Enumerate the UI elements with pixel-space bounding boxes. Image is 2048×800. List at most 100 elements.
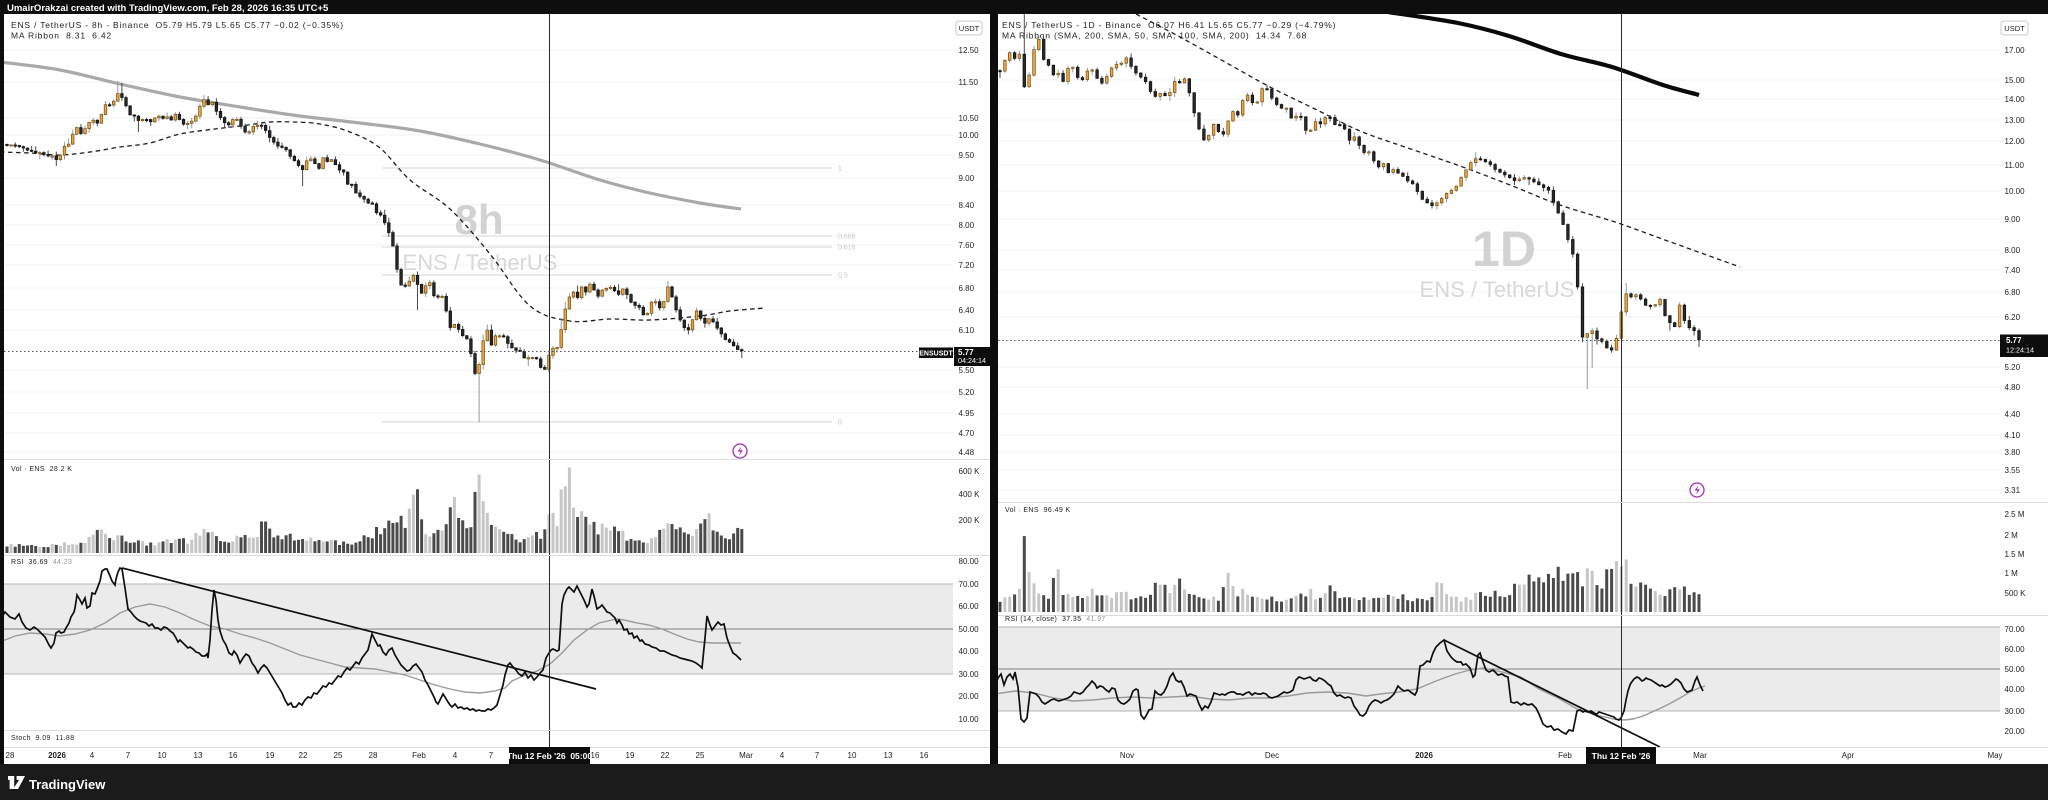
svg-text:7: 7 [126,751,131,760]
svg-text:11.00: 11.00 [2005,161,2025,170]
svg-text:4.80: 4.80 [2005,383,2021,392]
svg-text:25: 25 [696,751,705,760]
svg-text:Dec: Dec [1265,751,1279,760]
svg-text:13.00: 13.00 [2005,116,2026,125]
svg-text:6.40: 6.40 [959,306,975,315]
svg-text:20.00: 20.00 [2005,727,2026,736]
svg-text:8.00: 8.00 [959,221,975,230]
svg-text:4.10: 4.10 [2005,431,2021,440]
svg-text:Stoch 9.09 11.88: Stoch 9.09 11.88 [11,735,75,742]
svg-text:0.618: 0.618 [838,245,856,252]
svg-text:2026: 2026 [1415,751,1433,760]
svg-text:10: 10 [158,751,167,760]
svg-text:17.00: 17.00 [2005,46,2026,55]
svg-text:1 M: 1 M [2005,569,2019,578]
svg-text:4.95: 4.95 [959,409,975,418]
svg-text:8.00: 8.00 [2005,246,2021,255]
svg-text:40.00: 40.00 [959,647,980,656]
svg-text:600 K: 600 K [959,467,981,476]
svg-text:16: 16 [920,751,929,760]
svg-text:50.00: 50.00 [959,625,980,634]
svg-text:ENS / TetherUS: ENS / TetherUS [403,250,558,275]
svg-text:7.20: 7.20 [959,261,975,270]
svg-text:16: 16 [229,751,238,760]
svg-text:3.80: 3.80 [2005,448,2021,457]
svg-text:3.31: 3.31 [2005,486,2021,495]
svg-text:ENS / TetherUS - 1D - Binance: ENS / TetherUS - 1D - Binance O6.07 H6.4… [1002,20,1336,30]
svg-text:19: 19 [626,751,635,760]
svg-text:12.50: 12.50 [959,46,980,55]
svg-text:6.80: 6.80 [2005,288,2021,297]
svg-text:19: 19 [266,751,275,760]
svg-text:2026: 2026 [48,751,66,760]
svg-text:13: 13 [884,751,893,760]
svg-text:4.70: 4.70 [959,429,975,438]
svg-text:10.50: 10.50 [959,114,980,123]
svg-text:0: 0 [838,420,842,427]
svg-text:Thu 12 Feb '26: Thu 12 Feb '26 [1592,751,1651,761]
svg-text:Apr: Apr [1842,751,1855,760]
svg-text:30.00: 30.00 [2005,707,2026,716]
svg-text:0.5: 0.5 [838,273,848,280]
svg-text:400 K: 400 K [959,490,981,499]
svg-text:10.00: 10.00 [959,715,980,724]
svg-text:MA Ribbon (SMA, 200, SMA, 50,: MA Ribbon (SMA, 200, SMA, 50, SMA, 100, … [1002,31,1307,41]
svg-text:10.00: 10.00 [2005,187,2026,196]
svg-text:Mar: Mar [739,751,753,760]
svg-text:200 K: 200 K [959,516,981,525]
svg-text:4: 4 [453,751,458,760]
svg-text:8.40: 8.40 [959,201,975,210]
svg-text:6.20: 6.20 [2005,313,2021,322]
svg-text:4.48: 4.48 [959,448,975,457]
svg-text:9.00: 9.00 [2005,215,2021,224]
svg-text:TradingView: TradingView [29,777,106,792]
svg-text:13: 13 [194,751,203,760]
svg-text:10.00: 10.00 [959,131,980,140]
svg-text:5.77: 5.77 [958,348,974,357]
svg-text:1.5 M: 1.5 M [2005,550,2025,559]
svg-text:Thu 12 Feb '26 05:00: Thu 12 Feb '26 05:00 [507,751,592,761]
svg-text:04:24:14: 04:24:14 [958,356,986,365]
svg-text:5.77: 5.77 [2006,336,2022,345]
svg-text:16: 16 [591,751,600,760]
svg-text:40.00: 40.00 [2005,685,2026,694]
svg-text:ENS / TetherUS: ENS / TetherUS [1420,277,1575,302]
svg-text:22: 22 [661,751,670,760]
svg-text:5.20: 5.20 [2005,363,2021,372]
svg-text:5.50: 5.50 [959,366,975,375]
svg-text:USDT: USDT [2004,24,2025,33]
svg-text:Mar: Mar [1693,751,1707,760]
svg-text:50.00: 50.00 [2005,665,2026,674]
svg-text:28: 28 [6,751,15,760]
svg-text:60.00: 60.00 [959,602,980,611]
svg-text:Nov: Nov [1120,751,1134,760]
svg-text:4: 4 [90,751,95,760]
svg-text:12:24:14: 12:24:14 [2006,346,2034,355]
svg-text:7.60: 7.60 [959,241,975,250]
svg-text:2.5 M: 2.5 M [2005,510,2025,519]
svg-text:UmairOrakzai created with Trad: UmairOrakzai created with TradingView.co… [7,3,329,14]
svg-text:ENSUSDT: ENSUSDT [919,351,953,358]
svg-text:20.00: 20.00 [959,692,980,701]
svg-text:14.00: 14.00 [2005,95,2026,104]
svg-text:RSI 36.69 44.23: RSI 36.69 44.23 [11,559,72,566]
svg-text:7.40: 7.40 [2005,266,2021,275]
svg-text:USDT: USDT [959,24,980,33]
svg-text:12.00: 12.00 [2005,137,2026,146]
svg-text:Feb: Feb [1558,751,1572,760]
svg-text:May: May [1987,751,2002,760]
svg-text:7: 7 [489,751,494,760]
svg-text:11.50: 11.50 [959,78,979,87]
svg-text:7: 7 [815,751,820,760]
svg-text:0.666: 0.666 [838,234,856,241]
svg-text:80.00: 80.00 [959,557,980,566]
svg-text:3.55: 3.55 [2005,466,2021,475]
svg-text:1D: 1D [1472,221,1536,277]
svg-text:500 K: 500 K [2005,589,2027,598]
svg-text:2 M: 2 M [2005,531,2019,540]
svg-text:Vol · ENS 96.49 K: Vol · ENS 96.49 K [1005,507,1071,514]
svg-text:70.00: 70.00 [2005,625,2026,634]
svg-text:22: 22 [299,751,308,760]
svg-text:6.10: 6.10 [959,326,975,335]
svg-text:5.20: 5.20 [959,388,975,397]
